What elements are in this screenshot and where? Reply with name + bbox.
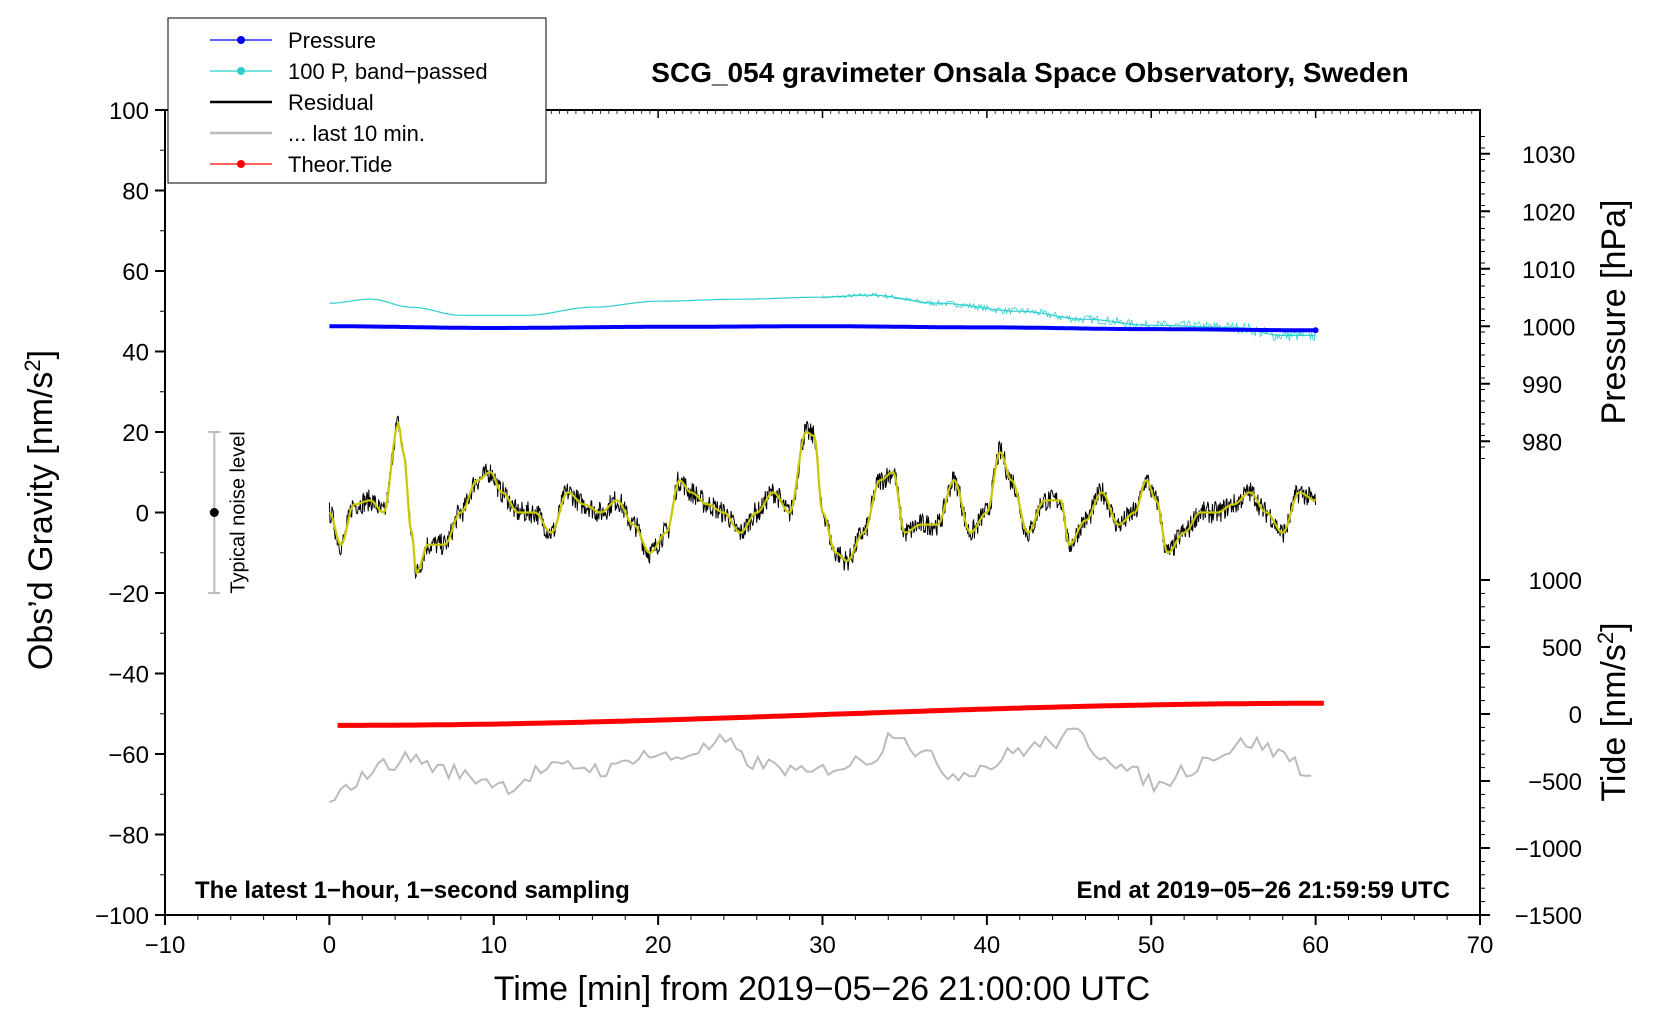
legend-box bbox=[167, 17, 547, 184]
x-tick-label: 70 bbox=[1467, 932, 1494, 959]
series-last-10-min bbox=[329, 727, 1312, 804]
left-tick-label: 0 bbox=[136, 501, 149, 528]
tide-tick-label: −500 bbox=[1528, 769, 1582, 796]
x-tick-label: 60 bbox=[1302, 932, 1329, 959]
left-tick-label: −40 bbox=[108, 662, 149, 689]
tide-tick-label: 0 bbox=[1569, 702, 1582, 729]
pressure-tick-label: 980 bbox=[1522, 429, 1562, 456]
x-tick-label: 30 bbox=[809, 932, 836, 959]
legend-label: ... last 10 min. bbox=[288, 121, 425, 146]
x-axis: −10 0 10 20 30 40 50 60 70 bbox=[145, 110, 1494, 959]
tide-tick-label: 1000 bbox=[1529, 568, 1582, 595]
left-tick-label: 80 bbox=[122, 179, 149, 206]
left-tick-label: 40 bbox=[122, 340, 149, 367]
pressure-end-marker bbox=[1312, 327, 1319, 334]
tide-tick-label: −1000 bbox=[1515, 836, 1582, 863]
footer-left: The latest 1−hour, 1−second sampling bbox=[195, 877, 630, 904]
series-pressure bbox=[329, 324, 1316, 333]
tide-tick-label: −1500 bbox=[1515, 903, 1582, 930]
legend-label: Theor.Tide bbox=[288, 152, 392, 177]
x-tick-label: 20 bbox=[645, 932, 672, 959]
noise-label: Typical noise level bbox=[227, 431, 249, 593]
left-axis-label: Obs’d Gravity [nm/s2] bbox=[20, 350, 60, 670]
left-y-axis: −100 −80 −60 −40 −20 0 20 40 60 80 100 bbox=[95, 98, 165, 930]
legend-marker bbox=[237, 67, 245, 75]
series-residual-smoothed bbox=[328, 421, 1316, 576]
x-tick-label: 50 bbox=[1138, 932, 1165, 959]
left-tick-label: −100 bbox=[95, 903, 149, 930]
left-tick-label: −80 bbox=[108, 823, 149, 850]
legend-label: 100 P, band−passed bbox=[288, 59, 488, 84]
x-tick-label: 40 bbox=[974, 932, 1001, 959]
pressure-tick-label: 1000 bbox=[1522, 314, 1575, 341]
pressure-tick-label: 1010 bbox=[1522, 257, 1575, 284]
footer-right: End at 2019−05−26 21:59:59 UTC bbox=[1076, 877, 1450, 904]
tide-axis-label: Tide [nm/s2] bbox=[1593, 622, 1633, 801]
left-tick-label: 20 bbox=[122, 420, 149, 447]
series-band-passed-pressure-noise bbox=[822, 292, 1316, 342]
tide-axis: −1500 −1000 −500 0 500 1000 bbox=[1480, 568, 1582, 930]
pressure-axis-label: Pressure [hPa] bbox=[1595, 200, 1633, 425]
legend-marker bbox=[237, 160, 245, 168]
x-tick-label: −10 bbox=[145, 932, 186, 959]
legend-label: Pressure bbox=[288, 28, 376, 53]
x-tick-label: 0 bbox=[323, 932, 336, 959]
series-layer bbox=[328, 292, 1324, 804]
left-tick-label: −20 bbox=[108, 581, 149, 608]
series-theor-tide bbox=[337, 700, 1324, 728]
left-tick-label: −60 bbox=[108, 742, 149, 769]
legend-marker bbox=[237, 36, 245, 44]
tide-tick-label: 500 bbox=[1542, 635, 1582, 662]
x-tick-label: 10 bbox=[480, 932, 507, 959]
pressure-tick-label: 1020 bbox=[1522, 199, 1575, 226]
pressure-tick-label: 1030 bbox=[1522, 142, 1575, 169]
pressure-tick-label: 990 bbox=[1522, 372, 1562, 399]
noise-indicator: Typical noise level bbox=[208, 431, 249, 594]
chart-title: SCG_054 gravimeter Onsala Space Observat… bbox=[651, 57, 1408, 88]
noise-center-dot bbox=[209, 508, 219, 517]
x-axis-label: Time [min] from 2019−05−26 21:00:00 UTC bbox=[494, 970, 1150, 1008]
legend-label: Residual bbox=[288, 90, 374, 115]
pressure-axis: 980 990 1000 1010 1020 1030 bbox=[1480, 136, 1575, 459]
left-tick-label: 60 bbox=[122, 259, 149, 286]
left-tick-label: 100 bbox=[109, 98, 149, 125]
legend: Pressure 100 P, band−passed Residual ... la… bbox=[167, 17, 547, 184]
series-band-passed-pressure bbox=[329, 294, 1316, 336]
